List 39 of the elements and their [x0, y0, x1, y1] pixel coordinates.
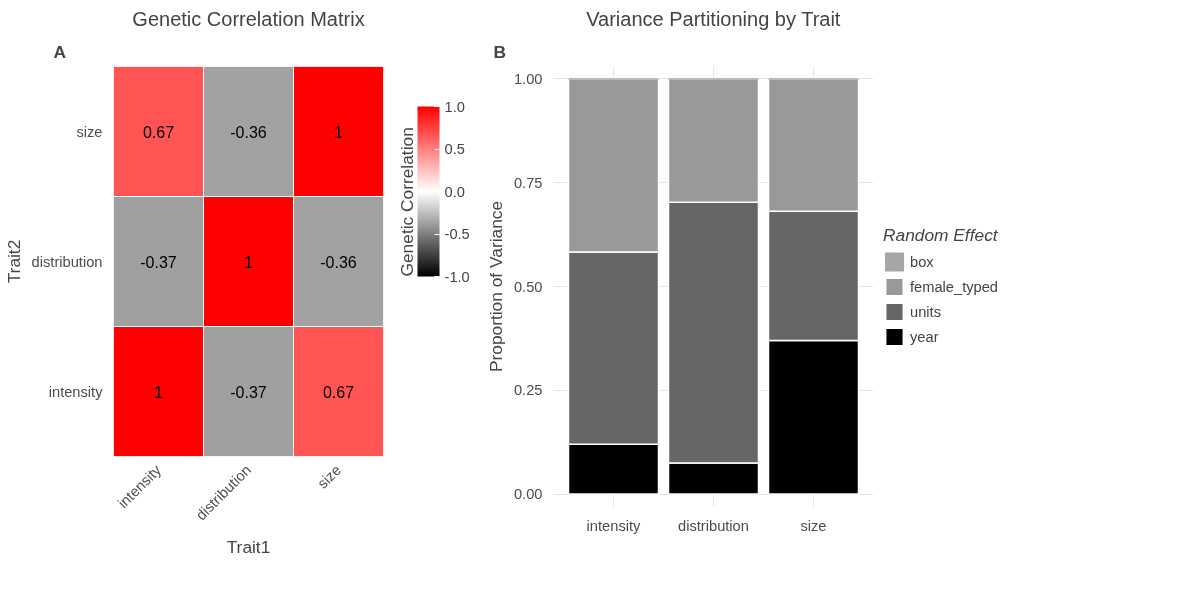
data-label: 1 — [154, 383, 164, 401]
data-label: 1 — [334, 123, 344, 141]
legend-label: box — [910, 253, 934, 270]
data-label: -0.36 — [320, 253, 357, 271]
chart-title: Genetic Correlation Matrix — [132, 7, 365, 30]
y-tick-label: 0.25 — [513, 382, 543, 399]
color-bar-label: -1.0 — [444, 268, 470, 285]
y-axis-title: Proportion of Variance — [485, 200, 506, 373]
color-bar-label: -0.5 — [444, 226, 470, 242]
color-bar-label: 0.5 — [444, 141, 465, 157]
legend-label: units — [910, 303, 941, 320]
color-bar-title: Genetic Correlation — [396, 127, 417, 277]
data-label: 0.67 — [142, 123, 175, 141]
text: B — [493, 41, 507, 62]
y-tick-label: distribution — [31, 253, 103, 270]
y-tick-label: 1.00 — [513, 70, 543, 87]
data-label: -0.37 — [230, 383, 267, 401]
chart-title: Variance Partitioning by Trait — [586, 7, 841, 30]
x-tick-label: size — [314, 461, 345, 492]
x-tick-label: intensity — [586, 517, 642, 534]
y-tick-label: 0.00 — [513, 486, 543, 503]
legend-title: Random Effect — [883, 224, 998, 246]
data-label: -0.36 — [230, 123, 267, 141]
color-bar-label: 0.0 — [444, 183, 465, 200]
y-tick-label: 0.50 — [513, 278, 543, 295]
x-tick-label: distribution — [678, 517, 749, 534]
legend-label: year — [910, 328, 939, 345]
y-tick-label: size — [76, 123, 103, 140]
x-axis-title: Trait1 — [226, 536, 271, 557]
color-bar-label: 1.0 — [444, 98, 465, 115]
text: A — [53, 41, 67, 62]
y-tick-label: 0.75 — [513, 174, 543, 191]
y-axis-title: Trait2 — [3, 239, 24, 284]
x-tick-label: size — [800, 517, 827, 534]
y-tick-label: intensity — [48, 383, 104, 400]
data-label: 1 — [244, 253, 254, 271]
data-label: -0.37 — [140, 253, 177, 271]
data-label: 0.67 — [322, 383, 355, 401]
legend-label: female_typed — [910, 278, 998, 295]
